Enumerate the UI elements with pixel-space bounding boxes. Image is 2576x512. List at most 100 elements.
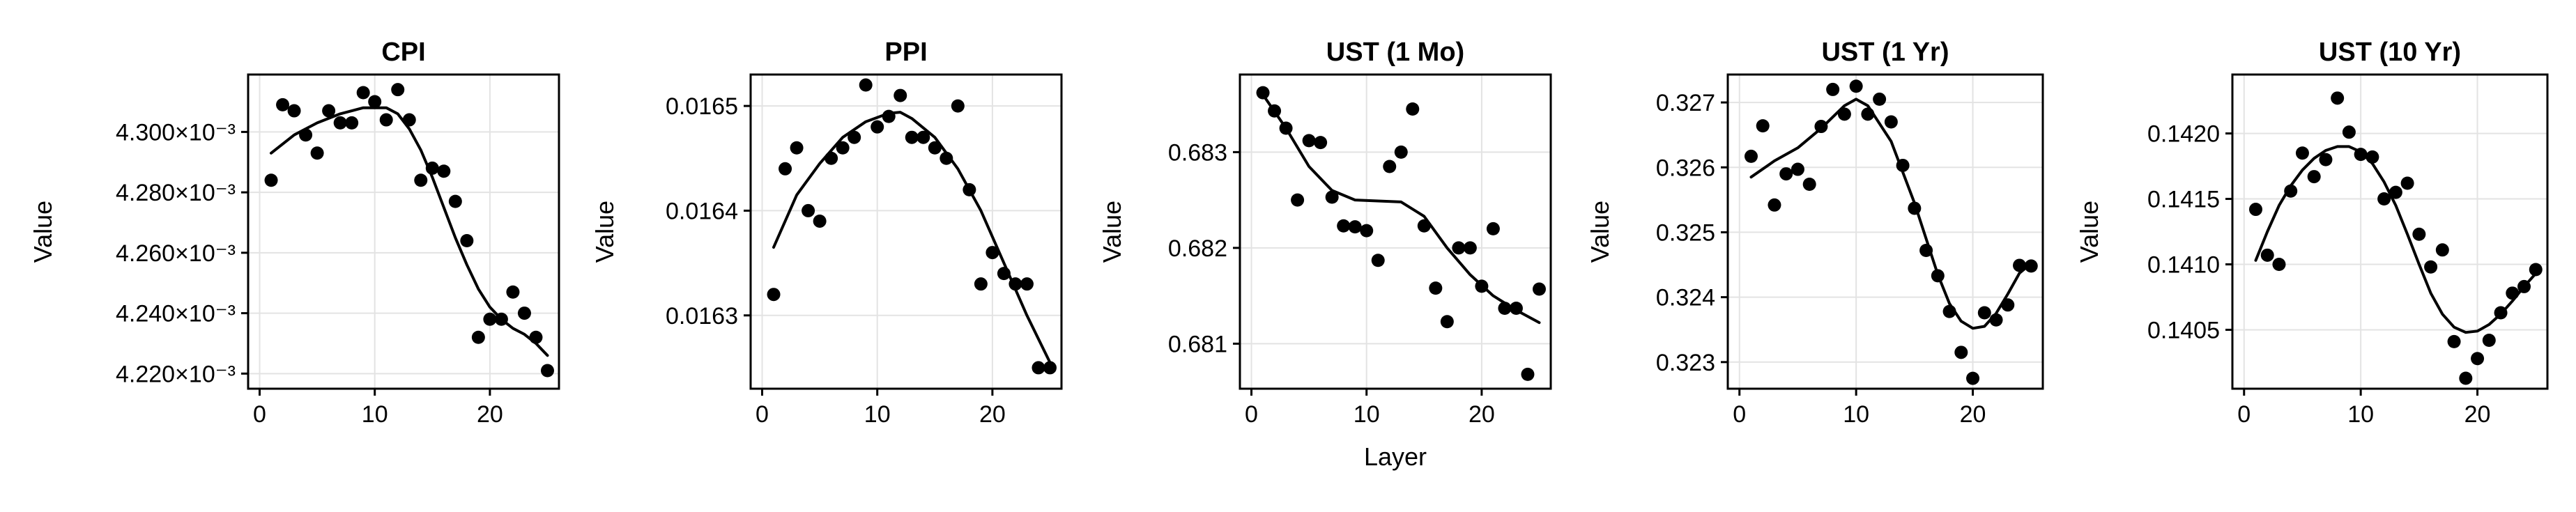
data-point: [345, 116, 359, 130]
data-point: [1256, 86, 1270, 100]
data-point: [1279, 121, 1293, 135]
data-point: [1302, 134, 1316, 148]
x-tick-label: 20: [2464, 401, 2491, 428]
chart-title: UST (1 Yr): [1821, 38, 1949, 67]
data-point: [1521, 367, 1535, 381]
y-tick-label: 0.1405: [2147, 317, 2220, 343]
data-point: [1802, 177, 1816, 191]
data-point: [264, 173, 278, 187]
data-point: [276, 98, 290, 111]
data-point: [1291, 193, 1305, 207]
data-point: [1509, 302, 1523, 315]
data-point: [1768, 198, 1781, 212]
data-point: [1919, 244, 1933, 258]
x-tick-label: 10: [362, 401, 388, 428]
y-tick-label: 0.327: [1656, 90, 1715, 116]
y-axis-label: Value: [2075, 201, 2103, 263]
plot-frame: [247, 73, 560, 390]
data-point: [391, 83, 405, 97]
data-point: [2424, 260, 2438, 274]
data-point: [1849, 79, 1863, 93]
data-point: [2024, 259, 2038, 273]
data-point: [997, 267, 1011, 281]
data-point: [1463, 241, 1477, 255]
x-tick-label: 0: [1245, 401, 1258, 428]
fit-line: [1749, 98, 2033, 330]
data-point: [1896, 158, 1910, 172]
x-axis-label: Layer: [1364, 442, 1427, 471]
data-point: [825, 151, 838, 165]
data-point: [1873, 92, 1887, 106]
data-point: [848, 130, 861, 144]
data-point: [1908, 201, 1922, 215]
data-point: [2389, 185, 2402, 199]
y-tick-label: 0.0164: [666, 198, 738, 224]
data-point: [2506, 286, 2520, 300]
data-point: [402, 113, 416, 127]
data-point: [1475, 279, 1489, 293]
chart-panel-3: 0 10 20 0.681 0.682 0.683 UST (1 Mo) Value Layer: [1098, 38, 1552, 471]
y-tick-label: 4.260×10⁻³: [116, 240, 236, 267]
data-point: [963, 183, 976, 196]
y-tick-label: 0.326: [1656, 155, 1715, 181]
chart-panel-4: 0 10 20 0.323 0.324 0.325 0.326 0.327 UST (1 Yr)…: [1586, 38, 2044, 428]
data-point: [859, 78, 873, 92]
data-point: [1348, 220, 1362, 234]
y-tick-label: 0.1415: [2147, 187, 2220, 213]
y-tick-label: 4.300×10⁻³: [116, 119, 236, 146]
y-axis-label: Value: [590, 201, 619, 263]
fit-line: [2254, 145, 2538, 334]
data-point: [836, 141, 850, 155]
data-point: [1043, 361, 1057, 375]
data-point: [1394, 145, 1408, 159]
chart-title: PPI: [884, 38, 927, 67]
data-point: [483, 312, 497, 326]
data-point: [448, 194, 462, 208]
data-point: [494, 312, 508, 326]
data-point: [951, 99, 965, 113]
data-point: [506, 285, 520, 299]
data-point: [1360, 224, 1374, 238]
data-point: [1532, 282, 1546, 296]
data-point: [986, 246, 999, 260]
data-point: [2284, 184, 2298, 198]
data-point: [460, 234, 474, 248]
data-point: [1966, 371, 1980, 385]
data-point: [1744, 149, 1758, 163]
data-point: [1417, 219, 1431, 233]
data-point: [1954, 346, 1968, 359]
data-point: [813, 214, 827, 228]
x-tick-label: 10: [864, 401, 891, 428]
data-point: [2354, 148, 2368, 162]
data-point: [2013, 258, 2027, 272]
x-tick-label: 20: [1960, 401, 1986, 428]
data-point: [2435, 243, 2449, 257]
y-tick-label: 4.240×10⁻³: [116, 301, 236, 327]
y-axis-label: Value: [29, 201, 57, 263]
data-point: [1884, 115, 1898, 129]
data-point: [437, 164, 451, 178]
data-point: [299, 128, 313, 142]
plot-frame: [1239, 73, 1552, 390]
data-point: [1977, 306, 1991, 320]
plot-frame: [2231, 73, 2549, 390]
data-point: [767, 288, 781, 302]
data-point: [414, 173, 428, 187]
data-point: [1837, 107, 1851, 121]
data-point: [540, 364, 554, 378]
x-tick-label: 20: [477, 401, 503, 428]
data-point: [1942, 304, 1956, 318]
data-point: [2001, 298, 2015, 312]
y-tick-label: 4.220×10⁻³: [116, 361, 236, 387]
y-tick-label: 0.323: [1656, 350, 1715, 376]
data-point: [1020, 277, 1034, 291]
data-point: [2494, 306, 2508, 320]
data-point: [1452, 241, 1466, 255]
data-point: [1406, 102, 1420, 116]
x-tick-label: 0: [253, 401, 266, 428]
data-point: [2412, 227, 2426, 241]
data-point: [974, 277, 988, 291]
data-point: [1268, 104, 1282, 118]
data-point: [517, 307, 531, 320]
